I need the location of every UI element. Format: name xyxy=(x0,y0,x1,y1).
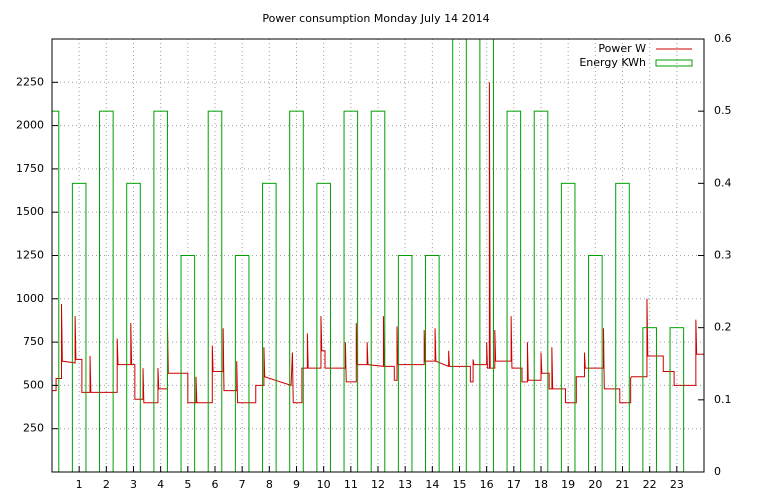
x-tick-label: 10 xyxy=(317,478,331,491)
y-tick-label: 250 xyxy=(23,422,44,435)
energy-box xyxy=(343,110,359,472)
x-tick-label: 19 xyxy=(561,478,575,491)
axes: 250 500 750 1000 1250 1500 1750 2000 2250 0 0.1 0.2… xyxy=(16,32,732,491)
y2-tick-label: 0.5 xyxy=(714,104,732,117)
x-tick-label: 23 xyxy=(670,478,684,491)
y-tick-label: 2250 xyxy=(16,75,44,88)
x-tick-label: 3 xyxy=(130,478,137,491)
energy-box xyxy=(99,110,114,472)
energy-box xyxy=(370,110,386,472)
legend-label: Power W xyxy=(598,42,646,55)
legend-label: Energy KWh xyxy=(579,56,646,69)
y2-tick-label: 0.4 xyxy=(714,176,732,189)
y-tick-label: 750 xyxy=(23,335,44,348)
energy-box xyxy=(180,255,196,472)
x-tick-label: 22 xyxy=(643,478,657,491)
energy-box xyxy=(588,255,603,472)
x-tick-label: 1 xyxy=(76,478,83,491)
energy-box xyxy=(234,255,250,472)
energy-box xyxy=(425,255,440,472)
x-tick-label: 21 xyxy=(616,478,630,491)
energy-box xyxy=(506,110,522,472)
y2-tick-label: 0.6 xyxy=(714,32,732,45)
x-tick-label: 18 xyxy=(534,478,548,491)
x-tick-label: 12 xyxy=(371,478,385,491)
x-tick-label: 2 xyxy=(103,478,110,491)
y2-tick-label: 0.1 xyxy=(714,393,732,406)
y-tick-label: 500 xyxy=(23,378,44,391)
x-tick-label: 8 xyxy=(266,478,273,491)
x-tick-label: 15 xyxy=(453,478,467,491)
x-tick-label: 4 xyxy=(157,478,164,491)
x-tick-label: 6 xyxy=(212,478,219,491)
legend-swatch xyxy=(655,59,693,67)
y-tick-label: 1750 xyxy=(16,162,44,175)
y-tick-label: 1000 xyxy=(16,292,44,305)
energy-box xyxy=(533,110,549,472)
y-tick-label: 1500 xyxy=(16,205,44,218)
y2-tick-label: 0.2 xyxy=(714,321,732,334)
x-tick-label: 5 xyxy=(184,478,191,491)
energy-box xyxy=(52,110,60,472)
x-tick-label: 9 xyxy=(293,478,300,491)
y2-tick-label: 0.3 xyxy=(714,249,732,262)
x-tick-label: 14 xyxy=(425,478,439,491)
power-line xyxy=(52,82,704,404)
energy-box xyxy=(479,39,494,472)
x-tick-label: 16 xyxy=(480,478,494,491)
plot-area xyxy=(52,39,704,472)
y-tick-label: 1250 xyxy=(16,249,44,262)
energy-box xyxy=(397,255,413,472)
energy-box xyxy=(289,110,304,472)
y2-tick-label: 0 xyxy=(714,465,721,478)
energy-box xyxy=(153,110,168,472)
x-tick-label: 7 xyxy=(239,478,246,491)
y-tick-label: 2000 xyxy=(16,119,44,132)
grid xyxy=(52,39,704,472)
energy-box xyxy=(452,39,467,472)
energy-box xyxy=(207,110,223,472)
x-tick-label: 13 xyxy=(398,478,412,491)
chart-title: Power consumption Monday July 14 2014 xyxy=(262,12,489,25)
x-tick-label: 17 xyxy=(507,478,521,491)
x-tick-label: 20 xyxy=(588,478,602,491)
x-tick-label: 11 xyxy=(344,478,358,491)
